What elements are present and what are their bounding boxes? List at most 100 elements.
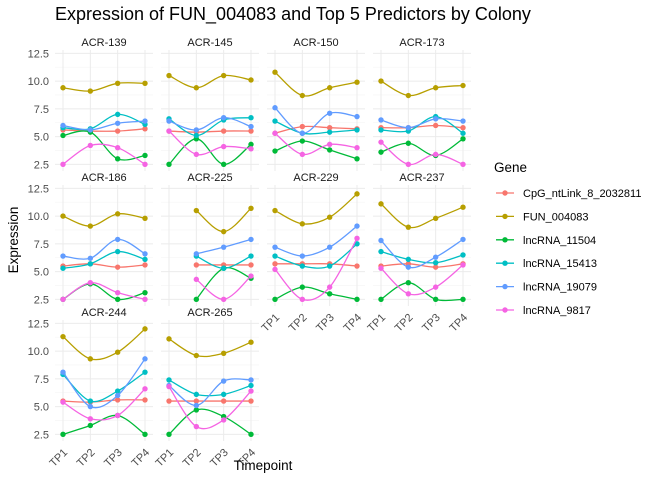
- x-tick-label: TP1: [47, 447, 70, 470]
- data-point-lncrna-19079: [378, 237, 384, 244]
- series-line-lncrna-9817: [62, 388, 146, 421]
- data-point-fun-004083: [220, 72, 227, 79]
- x-tick-label: TP4: [129, 447, 152, 470]
- data-point-lncrna-15413: [460, 130, 466, 136]
- data-point-lncrna-9817: [220, 143, 227, 150]
- data-point-fun-004083: [114, 349, 121, 355]
- data-point-lncrna-15413: [460, 252, 466, 258]
- data-point-lncrna-15413: [87, 398, 94, 404]
- data-point-lncrna-9817: [248, 388, 254, 394]
- legend-key-point-lncrna-9817: [502, 307, 508, 313]
- series-line-lncrna-11504: [62, 414, 146, 435]
- data-point-lncrna-19079: [248, 236, 254, 243]
- data-point-lncrna-11504: [193, 407, 200, 413]
- data-point-lncrna-15413: [193, 391, 200, 398]
- facet-panel-acr-237: ACR-237 TP1 TP2 TP3 TP4: [365, 172, 471, 334]
- data-point-lncrna-9817: [193, 423, 200, 430]
- series-line-lncrna-9817: [168, 130, 252, 156]
- y-tick-label: 10.0: [28, 346, 49, 358]
- x-tick-label: TP2: [75, 447, 98, 470]
- series-line-lncrna-9817: [62, 282, 146, 300]
- data-point-lncrna-19079: [87, 255, 94, 261]
- data-point-cpg-ntlink-8-2032811: [220, 398, 227, 404]
- data-point-lncrna-15413: [166, 377, 172, 383]
- y-tick-label: 2.5: [34, 429, 49, 441]
- data-point-lncrna-11504: [248, 141, 254, 148]
- data-point-cpg-ntlink-8-2032811: [432, 122, 439, 129]
- data-point-lncrna-11504: [87, 422, 94, 429]
- legend-label-lncrna-9817: lncRNA_9817: [523, 305, 591, 317]
- data-point-lncrna-15413: [114, 111, 121, 118]
- series-line-cpg-ntlink-8-2032811: [168, 130, 252, 133]
- legend-key-point-lncrna-19079: [502, 283, 508, 290]
- data-point-cpg-ntlink-8-2032811: [193, 262, 200, 268]
- data-point-lncrna-9817: [166, 383, 172, 390]
- y-tick-label: 7.5: [34, 374, 49, 386]
- data-point-lncrna-9817: [248, 273, 254, 279]
- data-point-lncrna-11504: [248, 431, 254, 438]
- x-tick-label: TP3: [420, 312, 443, 335]
- data-point-lncrna-9817: [60, 161, 66, 168]
- y-tick-label: 12.5: [28, 318, 49, 330]
- x-tick-label: TP3: [208, 447, 231, 470]
- x-tick-label: TP1: [153, 447, 176, 470]
- facet-panel-acr-150: ACR-150: [267, 37, 365, 171]
- data-point-fun-004083: [248, 205, 254, 212]
- y-tick-label: 10.0: [28, 211, 49, 223]
- y-tick-label: 7.5: [34, 104, 49, 116]
- data-point-fun-004083: [142, 215, 148, 222]
- series-line-fun-004083: [380, 203, 464, 229]
- data-point-fun-004083: [378, 78, 384, 84]
- data-point-fun-004083: [142, 326, 148, 332]
- data-point-lncrna-9817: [60, 296, 66, 303]
- series-line-lncrna-9817: [274, 237, 358, 301]
- data-point-lncrna-15413: [248, 253, 254, 259]
- data-point-lncrna-11504: [378, 296, 384, 303]
- data-point-cpg-ntlink-8-2032811: [220, 128, 227, 134]
- y-tick-label: 12.5: [28, 183, 49, 195]
- data-point-lncrna-15413: [142, 256, 148, 263]
- legend-key-point-lncrna-11504: [502, 237, 508, 243]
- data-point-lncrna-11504: [142, 431, 148, 438]
- legend-key-point-cpg-ntlink-8-2032811: [502, 190, 508, 196]
- series-line-fun-004083: [62, 328, 146, 361]
- data-point-lncrna-19079: [193, 127, 200, 133]
- data-point-lncrna-9817: [354, 235, 360, 241]
- data-point-lncrna-19079: [272, 244, 278, 250]
- series-line-lncrna-15413: [274, 243, 358, 269]
- data-point-lncrna-19079: [87, 403, 94, 410]
- x-axis-title: Timepoint: [234, 458, 293, 473]
- data-point-lncrna-19079: [432, 116, 439, 122]
- series-line-cpg-ntlink-8-2032811: [380, 124, 464, 129]
- data-point-lncrna-11504: [326, 291, 333, 297]
- data-point-fun-004083: [272, 207, 278, 214]
- y-tick-label: 10.0: [28, 76, 49, 88]
- data-point-lncrna-19079: [166, 118, 172, 124]
- series-line-lncrna-19079: [168, 117, 252, 131]
- data-point-lncrna-11504: [460, 136, 466, 142]
- facet-panels: ACR-139 2.5 5.0 7.5 10.0 12.5 ACR-145 ACR-150 AC…: [28, 37, 471, 469]
- data-point-lncrna-11504: [354, 296, 360, 303]
- data-point-lncrna-19079: [272, 105, 278, 111]
- legend-label-lncrna-15413: lncRNA_15413: [523, 258, 597, 270]
- data-point-lncrna-11504: [220, 161, 227, 168]
- facet-strip-label: ACR-173: [399, 37, 444, 49]
- data-point-lncrna-9817: [60, 399, 66, 405]
- series-line-lncrna-19079: [274, 225, 358, 257]
- series-line-lncrna-19079: [168, 378, 252, 407]
- data-point-cpg-ntlink-8-2032811: [142, 262, 148, 268]
- data-point-cpg-ntlink-8-2032811: [248, 128, 254, 134]
- facet-strip-label: ACR-225: [187, 172, 232, 184]
- legend-label-fun-004083: FUN_004083: [523, 211, 588, 223]
- data-point-lncrna-9817: [405, 291, 412, 297]
- data-point-lncrna-11504: [272, 296, 278, 303]
- series-line-cpg-ntlink-8-2032811: [274, 125, 358, 134]
- data-point-fun-004083: [166, 336, 172, 342]
- data-point-lncrna-15413: [114, 388, 121, 394]
- data-point-lncrna-15413: [114, 248, 121, 255]
- x-tick-label: TP4: [341, 312, 364, 335]
- series-line-lncrna-11504: [62, 130, 146, 161]
- series-line-lncrna-19079: [380, 117, 464, 129]
- data-point-lncrna-11504: [354, 156, 360, 162]
- data-point-lncrna-19079: [142, 118, 148, 124]
